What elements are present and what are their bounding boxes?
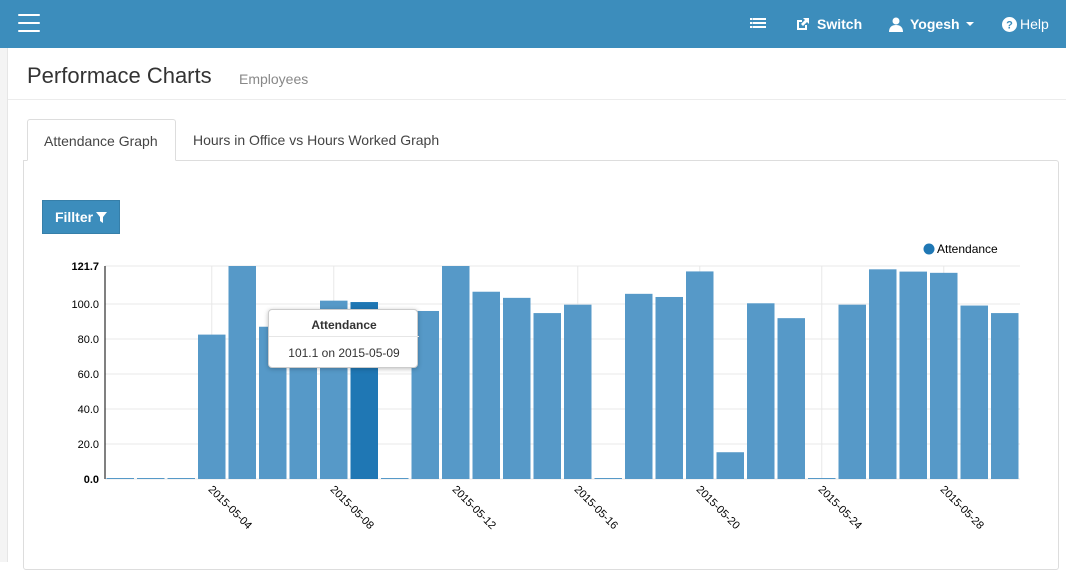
user-icon (889, 17, 903, 32)
chart-bar[interactable] (808, 478, 836, 479)
chart-bar[interactable] (167, 478, 196, 479)
chart-bar[interactable] (533, 313, 562, 479)
x-tick-label: 2015-05-12 (450, 484, 498, 532)
chevron-down-icon (965, 22, 974, 26)
x-tick-label: 2015-05-24 (816, 484, 864, 532)
user-menu[interactable]: Yogesh (889, 0, 974, 48)
chart-bar[interactable] (625, 293, 653, 479)
chart-bar[interactable] (472, 291, 501, 479)
x-tick-label: 2015-05-28 (938, 484, 986, 532)
chart-bar[interactable] (930, 272, 958, 479)
chart-tooltip: Attendance 101.1 on 2015-05-09 (268, 309, 419, 368)
external-link-icon (795, 17, 810, 32)
chart-bar[interactable] (442, 266, 470, 479)
filter-label: Fillter (54, 209, 94, 225)
x-tick-label: 2015-05-20 (694, 484, 742, 532)
legend-swatch (923, 243, 935, 255)
chart-bar[interactable] (869, 269, 897, 479)
x-tick-label: 2015-05-04 (206, 484, 254, 532)
help-button[interactable]: ? Help (1002, 0, 1049, 48)
chart-bar[interactable] (716, 452, 745, 479)
chart-bar[interactable] (777, 318, 806, 479)
page-title: Performace Charts (27, 63, 212, 88)
legend-label: Attendance (937, 242, 998, 256)
user-label: Yogesh (910, 16, 960, 32)
filter-icon (96, 211, 108, 223)
switch-label: Switch (817, 16, 863, 32)
chart-bar[interactable] (991, 313, 1019, 479)
tooltip-title: Attendance (311, 318, 377, 332)
y-tick-label: 121.7 (71, 261, 99, 273)
top-navbar: Switch Yogesh ? Help (0, 0, 1066, 48)
chart-bar[interactable] (655, 296, 684, 479)
question-icon: ? (1002, 16, 1017, 32)
chart-bar[interactable] (381, 478, 409, 479)
left-sidebar-strip (0, 48, 8, 562)
y-tick-label: 20.0 (78, 439, 99, 451)
svg-text:?: ? (1006, 19, 1013, 31)
chart-bar[interactable] (228, 266, 257, 479)
chart-bar[interactable] (747, 303, 775, 479)
chart-bar[interactable] (899, 271, 928, 479)
chart-bar[interactable] (106, 478, 135, 479)
chart-bar[interactable] (594, 478, 623, 479)
chart-bar[interactable] (686, 271, 714, 479)
y-tick-label: 80.0 (78, 334, 99, 346)
content-header: Performace Charts Employees (8, 48, 1066, 100)
chart-bar[interactable] (198, 334, 226, 479)
chart-bar[interactable] (838, 304, 867, 479)
tooltip-divider (269, 336, 419, 337)
y-tick-label: 60.0 (78, 369, 99, 381)
chart-bar[interactable] (503, 297, 531, 479)
list-icon[interactable] (750, 0, 766, 48)
y-tick-label: 100.0 (71, 299, 99, 311)
chart-bar[interactable] (960, 305, 989, 479)
help-label: Help (1020, 16, 1049, 32)
chart-bar[interactable] (564, 304, 592, 479)
y-tick-label: 40.0 (78, 404, 99, 416)
y-tick-label: 0.0 (84, 474, 99, 486)
tooltip-text: 101.1 on 2015-05-09 (288, 346, 400, 360)
menu-icon[interactable] (18, 14, 40, 34)
tab-attendance-graph[interactable]: Attendance Graph (27, 119, 176, 161)
chart-bar[interactable] (137, 478, 165, 479)
page-subtitle: Employees (239, 71, 309, 87)
filter-button[interactable]: Fillter (42, 200, 120, 234)
x-tick-label: 2015-05-08 (328, 484, 376, 532)
x-tick-label: 2015-05-16 (572, 484, 620, 532)
switch-button[interactable]: Switch (795, 0, 862, 48)
tab-hours-graph[interactable]: Hours in Office vs Hours Worked Graph (193, 132, 440, 148)
